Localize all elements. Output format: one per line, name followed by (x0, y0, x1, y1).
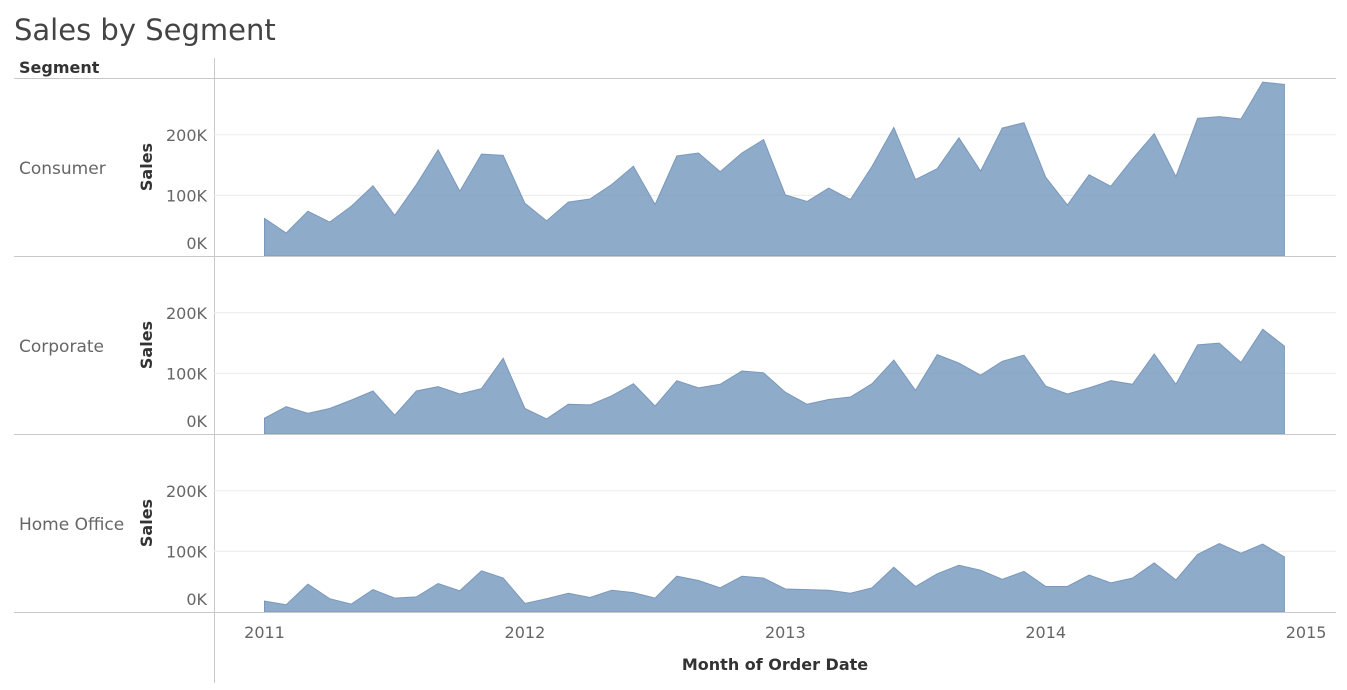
segment-label: Consumer (19, 159, 106, 179)
x-tick-label: 2013 (765, 623, 806, 642)
y-tick-label: 100K (166, 364, 208, 383)
y-tick-label: 0K (186, 412, 207, 431)
y-axis-label: Sales (137, 321, 156, 369)
y-axis-label: Sales (137, 499, 156, 547)
x-tick-label: 2011 (244, 623, 285, 642)
segment-label: Home Office (19, 515, 124, 535)
y-axis-label: Sales (137, 143, 156, 191)
x-tick-label: 2012 (505, 623, 546, 642)
sales-area (264, 81, 1285, 257)
y-tick-label: 100K (166, 186, 208, 205)
y-tick-label: 0K (186, 590, 207, 609)
panel-home-office: 0K 100K 200K Sales Home Office (14, 482, 1336, 613)
panel-consumer: 0K 100K 200K Sales Consumer (14, 81, 1336, 257)
x-axis: 2011 2012 2013 2014 2015 (244, 623, 1326, 642)
y-tick-label: 0K (186, 234, 207, 253)
sales-area (264, 542, 1285, 613)
x-tick-label: 2015 (1286, 623, 1327, 642)
y-tick-label: 100K (166, 542, 208, 561)
segment-label: Corporate (19, 337, 104, 357)
y-tick-label: 200K (166, 304, 208, 323)
x-tick-label: 2014 (1025, 623, 1066, 642)
y-tick-label: 200K (166, 482, 208, 501)
sales-area (264, 328, 1285, 435)
x-axis-label: Month of Order Date (682, 655, 868, 674)
chart-title: Sales by Segment (14, 13, 276, 47)
y-tick-label: 200K (166, 126, 208, 145)
segment-header: Segment (19, 58, 100, 77)
panel-corporate: 0K 100K 200K Sales Corporate (14, 304, 1336, 435)
panels: 0K 100K 200K Sales Consumer 0K 100K 200K Sales Co… (14, 81, 1336, 613)
